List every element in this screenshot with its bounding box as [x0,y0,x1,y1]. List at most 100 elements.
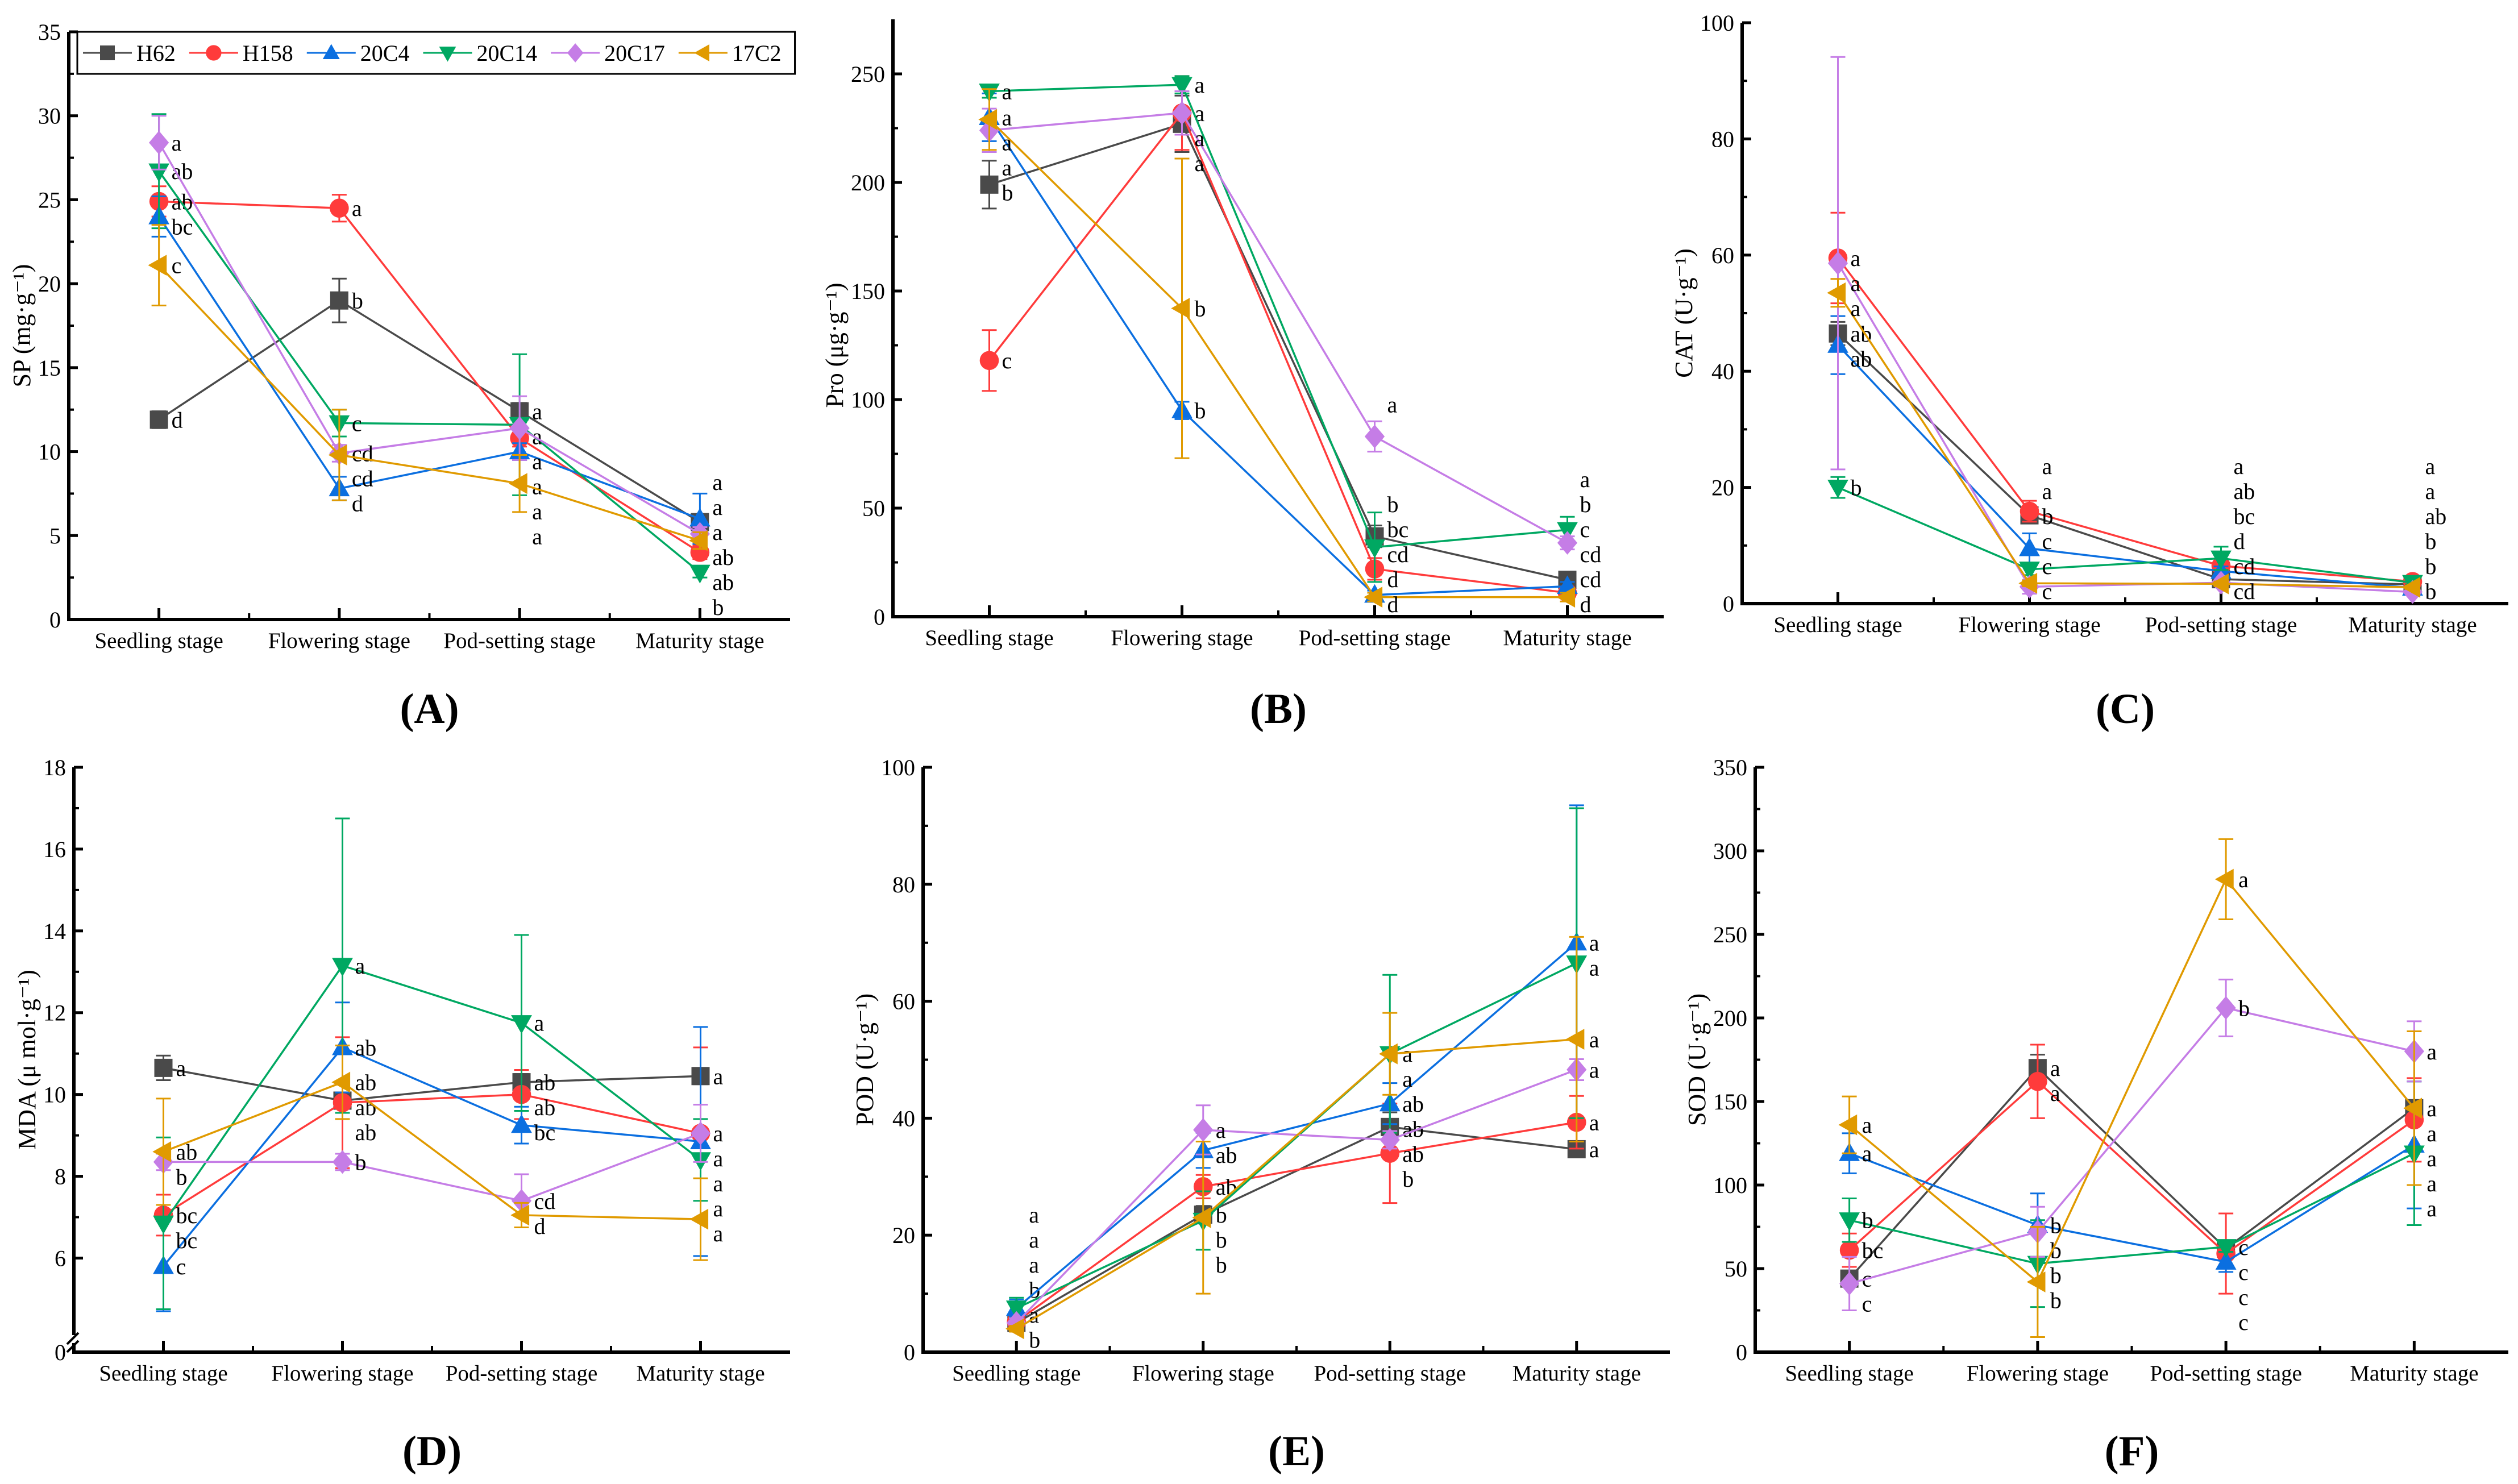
significance-letter: a [1589,930,1599,956]
data-point-17C2 [1005,1318,1024,1340]
significance-letter: b [2238,995,2250,1021]
significance-letter: a [355,953,365,979]
significance-letter: a [1589,1137,1599,1162]
significance-letter: a [2426,1039,2437,1065]
significance-letter: a [2050,1080,2060,1106]
significance-letter: a [1029,1302,1039,1328]
significance-letter: b [1851,475,1862,501]
y-tick-label: 15 [38,355,61,381]
significance-letter: a [532,499,542,525]
y-tick-label: 16 [43,837,66,862]
y-tick-label: 10 [38,439,61,465]
significance-letter: a [532,474,542,500]
significance-letter: a [2426,1171,2437,1196]
series-20C4: abb bcb [1827,315,2437,596]
data-point-20C14 [2210,550,2232,570]
significance-letter: b [712,595,724,620]
series-line-17C2 [158,264,700,542]
series-line-H158 [1016,1121,1577,1323]
data-point-17C2 [1379,1043,1398,1065]
y-tick-label: 100 [1713,1173,1747,1198]
significance-letter: a [713,1171,724,1196]
data-point-20C17 [1557,531,1578,555]
series-line-20C4 [158,216,700,520]
y-axis-title: SP (mg·g⁻¹) [8,264,36,388]
series-line-20C14 [1837,486,2413,584]
significance-letter: a [1589,1026,1599,1052]
series-line-H62 [163,1067,701,1102]
data-point-17C2 [508,473,527,494]
data-point-20C14 [511,1015,532,1034]
significance-letter: b [352,288,363,314]
y-axis-title: POD (U·g⁻¹) [851,994,879,1126]
significance-letter: cd [352,441,373,467]
x-tick-label: Pod-setting stage [2145,613,2297,637]
significance-letter: b [1402,1166,1414,1192]
legend-label: 20C14 [476,40,537,66]
significance-letter: b [2050,1288,2062,1313]
significance-letter: bc [1862,1238,1884,1263]
data-point-20C14 [148,163,170,182]
significance-letter: c [2238,1259,2249,1285]
y-tick-label: 0 [1723,591,1734,617]
significance-letter: a [1851,271,1861,296]
significance-letter: bc [1387,517,1409,542]
y-tick-label: 350 [1713,755,1747,780]
significance-letter: b [355,1149,367,1175]
legend-marker [694,44,709,61]
data-point-20C14 [1364,539,1385,558]
legend-label: H62 [136,40,176,66]
significance-letter: a [1002,155,1012,180]
y-tick-label: 250 [851,61,885,87]
significance-letter: b [1216,1227,1227,1253]
data-point-17C2 [1838,1114,1858,1136]
data-point-H62 [330,291,348,310]
panel-label: (A) [400,685,459,733]
data-point-20C17 [509,416,530,440]
y-tick-label: 25 [38,187,61,213]
data-point-20C14 [689,564,710,584]
x-tick-label: Flowering stage [268,629,410,653]
series-20C17: acd aa [149,115,722,546]
data-point-17C2 [2401,576,2421,598]
data-point-17C2 [1171,298,1190,319]
x-tick-label: Maturity stage [1503,626,1631,650]
x-tick-label: Flowering stage [271,1361,413,1386]
significance-letter: a [1195,126,1205,151]
data-point-H158 [979,351,999,371]
legend-item-20C17: 20C17 [551,40,665,66]
significance-letter: c [2238,1285,2249,1310]
y-tick-label: 35 [38,19,61,45]
significance-letter: b [2050,1263,2062,1288]
significance-letter: bc [534,1120,556,1145]
significance-letter: a [2425,479,2436,504]
data-point-20C17 [690,1121,711,1145]
significance-letter: a [1216,1117,1226,1143]
significance-letter: a [713,1121,724,1146]
data-point-17C2 [2403,1098,2422,1119]
significance-letter: ab [712,570,734,595]
significance-letter: b [1216,1252,1227,1278]
significance-letter: a [713,1221,724,1246]
y-tick-label: 8 [55,1164,66,1190]
significance-letter: b [1862,1208,1873,1233]
series-line-H158 [159,200,701,554]
data-point-20C17 [1193,1118,1214,1142]
x-tick-label: Pod-setting stage [443,629,596,653]
x-tick-label: Maturity stage [2350,1361,2478,1386]
y-tick-label: 0 [1736,1340,1747,1365]
series-line-20C4 [988,117,1568,596]
data-point-20C17 [1827,251,1848,275]
x-tick-label: Flowering stage [1958,613,2100,637]
significance-letter: a [176,1055,186,1081]
y-tick-label: 18 [43,755,66,780]
significance-letter: ab [1402,1091,1424,1117]
data-point-17C2 [1192,1207,1211,1228]
y-tick-label: 20 [892,1223,915,1248]
data-point-17C2 [689,530,708,551]
